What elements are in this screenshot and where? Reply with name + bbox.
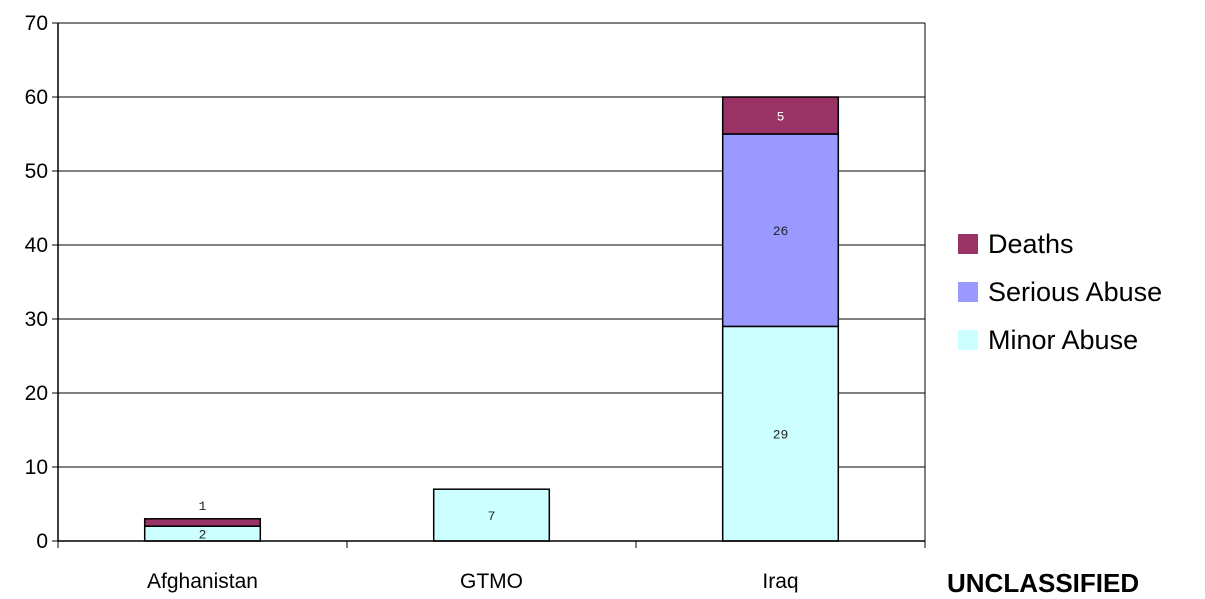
y-tick-label: 0: [36, 530, 48, 553]
data-label: 2: [199, 528, 207, 543]
x-category-label: Iraq: [762, 570, 798, 593]
legend: Deaths Serious Abuse Minor Abuse: [958, 220, 1162, 364]
y-axis-ticks: 0 10 20 30 40 50 60 70: [25, 12, 58, 553]
data-label: 26: [773, 224, 789, 239]
axes: [57, 23, 926, 548]
legend-label: Minor Abuse: [988, 324, 1139, 355]
gridlines: [58, 22, 925, 468]
bar-segment-minor-abuse: [432, 488, 551, 542]
y-tick-label: 30: [25, 308, 48, 331]
y-tick-label: 50: [25, 160, 48, 183]
legend-swatch: [958, 330, 978, 350]
data-label: 5: [777, 110, 785, 125]
x-axis-categories: Afghanistan GTMO Iraq: [147, 570, 799, 593]
bar-segment-serious-abuse: [721, 133, 840, 328]
legend-swatch: [958, 234, 978, 254]
data-label: 1: [199, 499, 207, 514]
x-category-label: Afghanistan: [147, 570, 258, 593]
y-tick-label: 40: [25, 234, 48, 257]
data-label: 29: [773, 428, 789, 443]
legend-item: Deaths: [958, 220, 1162, 268]
bar-segment-minor-abuse: [721, 325, 840, 542]
classification-marking: UNCLASSIFIED: [947, 568, 1140, 598]
data-labels: 2 1 7 29 26 5: [199, 110, 789, 543]
y-tick-label: 10: [25, 456, 48, 479]
data-label: 7: [488, 509, 496, 524]
legend-label: Deaths: [988, 228, 1074, 259]
y-tick-label: 20: [25, 382, 48, 405]
y-tick-label: 70: [25, 12, 48, 35]
legend-item: Serious Abuse: [958, 268, 1162, 316]
legend-label: Serious Abuse: [988, 276, 1163, 307]
bars: [143, 96, 840, 542]
y-tick-label: 60: [25, 86, 48, 109]
legend-swatch: [958, 282, 978, 302]
legend-item: Minor Abuse: [958, 316, 1162, 364]
x-category-label: GTMO: [460, 570, 523, 593]
bar-segment-deaths: [143, 518, 262, 527]
bar-segment-deaths: [721, 96, 840, 135]
